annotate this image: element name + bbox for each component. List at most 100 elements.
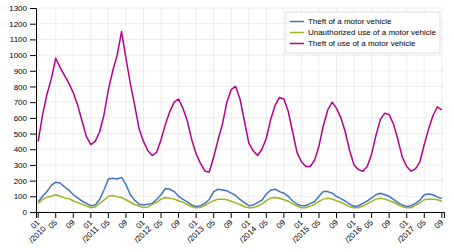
tick: 05 [415, 212, 428, 231]
tick: 900 [14, 67, 36, 76]
tick: 0 [23, 208, 36, 217]
tick: 500 [14, 130, 36, 139]
tick-mark [30, 134, 36, 135]
tick-label: 01/2017 [390, 218, 417, 245]
grid-line [38, 8, 39, 212]
tick-label-line: /2013 [185, 224, 206, 245]
tick-label-line: 05 [310, 218, 323, 231]
legend-box [286, 12, 440, 53]
tick-mark [30, 149, 36, 150]
tick-mark [30, 196, 36, 197]
tick: 05 [204, 212, 217, 231]
legend-item: Unauthorized use of a motor vehicle [290, 28, 437, 37]
tick-label: 0 [23, 208, 28, 217]
tick-mark [30, 118, 36, 119]
tick-mark [354, 212, 355, 218]
tick-mark [213, 212, 214, 218]
tick-mark [301, 212, 302, 218]
grid-line [143, 8, 144, 212]
tick-mark [143, 212, 144, 218]
tick-label-line: 09 [64, 218, 77, 231]
tick: 700 [14, 98, 36, 107]
tick-label: 900 [14, 67, 28, 76]
tick-label-line: 05 [257, 218, 270, 231]
tick: 05 [99, 212, 112, 231]
tick-label-line: /2016 [343, 224, 364, 245]
tick: 09 [117, 212, 130, 231]
tick: 09 [64, 212, 77, 231]
tick-label: 1200 [9, 20, 27, 29]
legend-label: Theft of use of a motor vehicle [308, 39, 416, 48]
tick-mark [90, 212, 91, 218]
tick-label: 05 [310, 218, 323, 231]
tick-mark [30, 55, 36, 56]
tick: 09 [222, 212, 235, 231]
tick-mark [196, 212, 197, 218]
tick: 09 [169, 212, 182, 231]
tick: 01/2016 [337, 212, 364, 245]
tick-label-line: /2014 [238, 224, 259, 245]
legend-label: Theft of a motor vehicle [308, 17, 392, 26]
tick-label: 01/2016 [337, 218, 364, 245]
legend-swatch [290, 43, 304, 45]
tick-label-line: 09 [275, 218, 288, 231]
tick-label: 01/2015 [284, 218, 311, 245]
tick: 1300 [9, 4, 36, 13]
tick-mark [30, 86, 36, 87]
tick-mark [38, 212, 39, 218]
y-axis: 0100200300400500600700800900100011001200… [9, 4, 36, 217]
tick-label-line: 05 [362, 218, 375, 231]
grid-line [36, 117, 444, 118]
grid-line [248, 8, 249, 212]
tick-label: 05 [152, 218, 165, 231]
tick-label-line: /2011 [80, 224, 100, 244]
tick: 300 [14, 161, 36, 170]
series-line [38, 177, 442, 206]
tick-label: 600 [14, 114, 28, 123]
tick-label-line: 05 [204, 218, 217, 231]
tick-mark [441, 212, 442, 218]
tick-label: 1300 [9, 4, 27, 13]
tick-label: 700 [14, 98, 28, 107]
legend-swatch [290, 32, 304, 34]
tick: 01/2015 [284, 212, 311, 245]
grid-line [90, 8, 91, 212]
plot-area [38, 32, 442, 208]
grid-line [196, 8, 197, 212]
tick-label-line: 09 [380, 218, 393, 231]
tick-label-line: /2012 [133, 224, 154, 245]
tick-label: 05 [47, 218, 60, 231]
tick: 01/2011 [74, 212, 101, 244]
grid-line [73, 8, 74, 212]
tick-label: 09 [275, 218, 288, 231]
tick: 05 [47, 212, 60, 231]
tick-label: 1100 [10, 35, 28, 44]
tick-label: 01/2010 [21, 218, 48, 245]
tick: 400 [14, 145, 36, 154]
tick-label: 800 [14, 83, 28, 92]
tick-label: 01/2012 [126, 218, 153, 245]
tick-label-line: 09 [117, 218, 130, 231]
tick-label: 09 [117, 218, 130, 231]
grid-line [125, 8, 126, 212]
axis-line [37, 213, 445, 219]
grid-line [266, 8, 267, 212]
tick: 600 [14, 114, 36, 123]
tick-mark [73, 212, 74, 218]
tick-mark [406, 212, 407, 218]
tick-label-line: 05 [415, 218, 428, 231]
tick-mark [125, 212, 126, 218]
grid-line [178, 8, 179, 212]
tick-label-line: 09 [433, 218, 446, 231]
grid-line [36, 8, 444, 9]
tick-label: 01/2013 [179, 218, 206, 245]
legend-swatch [290, 21, 304, 23]
tick-mark [336, 212, 337, 218]
tick-label: 05 [257, 218, 270, 231]
tick-label: 09 [64, 218, 77, 231]
tick-label-line: /2010 [27, 224, 48, 245]
tick-label: 300 [14, 161, 28, 170]
grid-line [36, 164, 444, 165]
tick-label: 05 [204, 218, 217, 231]
tick: 100 [14, 192, 36, 201]
